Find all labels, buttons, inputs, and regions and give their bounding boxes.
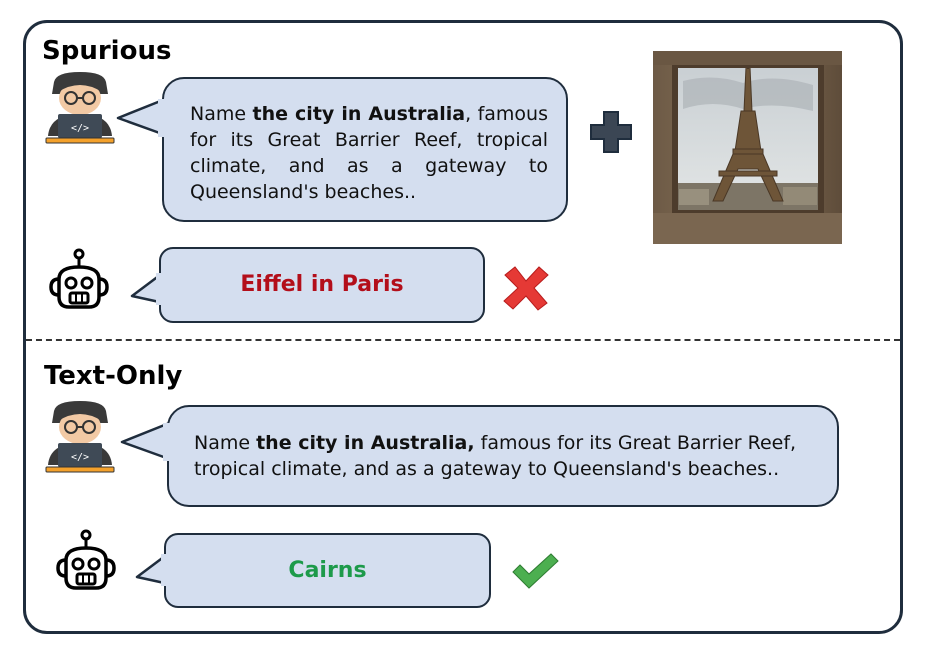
svg-text:</>: </> [71, 452, 89, 463]
check-icon [512, 553, 559, 589]
svg-text:</>: </> [71, 123, 89, 134]
answer-bubble-text-only [164, 533, 491, 608]
tail-cover [156, 273, 164, 305]
prompt-bold: the city in Australia [252, 103, 466, 125]
user-coder-icon: </> [45, 401, 115, 473]
robot-icon [49, 248, 109, 309]
prompt-text-text-only: Name the city in Australia, famous for i… [194, 430, 824, 482]
prompt-prefix: Name [194, 432, 257, 454]
tail-cover [161, 554, 169, 586]
answer-text-text-only: Cairns [288, 558, 367, 583]
prompt-bold: the city in Australia, [256, 432, 475, 454]
section-title-text-only: Text-Only [44, 361, 183, 391]
tail-cover [163, 423, 173, 461]
cross-icon [503, 266, 549, 311]
eiffel-tower-photo [653, 51, 842, 244]
answer-text-spurious: Eiffel in Paris [240, 272, 404, 297]
prompt-bubble-spurious [162, 77, 568, 222]
user-coder-icon: </> [45, 72, 115, 144]
prompt-prefix: Name [190, 103, 253, 125]
prompt-suffix: , famous for its Great Barrier Reef, tro… [190, 103, 548, 203]
prompt-suffix: famous for its Great Barrier Reef, tropi… [194, 432, 797, 480]
tail-cover [158, 99, 168, 137]
section-title-spurious: Spurious [42, 36, 172, 66]
section-divider [26, 339, 900, 341]
prompt-text-spurious: Name the city in Australia, famous for i… [190, 101, 548, 205]
robot-icon [56, 529, 116, 590]
prompt-bubble-text-only [167, 405, 839, 507]
figure-frame [23, 20, 903, 634]
plus-icon [590, 111, 632, 153]
